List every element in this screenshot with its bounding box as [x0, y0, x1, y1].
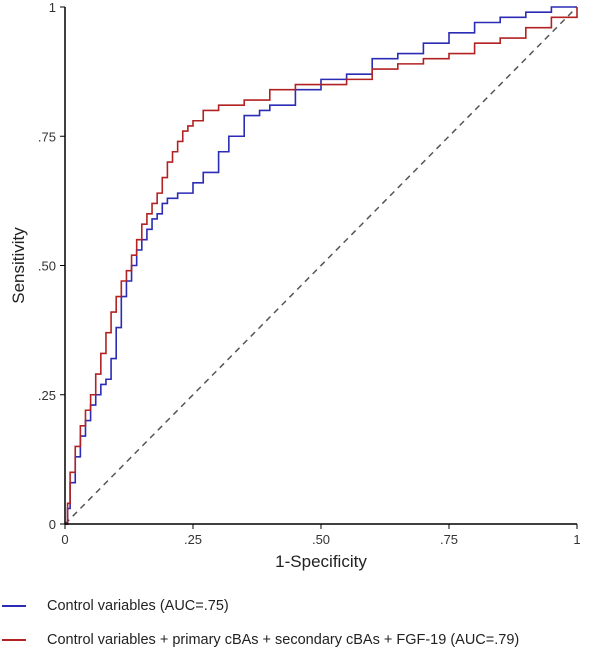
legend-label-full-model: Control variables + primary cBAs + secon… [47, 632, 520, 648]
x-tick-label: .75 [440, 532, 458, 547]
x-tick-label: .25 [184, 532, 202, 547]
series-layer [65, 6, 578, 525]
y-tick-label: .50 [38, 259, 56, 274]
y-axis-title: Sensitivity [9, 227, 28, 304]
series-line-control [65, 6, 577, 525]
x-tick-label: 1 [573, 532, 580, 547]
x-tick-label: .50 [312, 532, 330, 547]
x-axis-title: 1-Specificity [275, 552, 367, 571]
reference-diagonal-layer [64, 6, 578, 525]
x-axis-ticks: 0 .25 .50 .75 1 [61, 524, 581, 547]
legend-label-control: Control variables (AUC=.75) [47, 598, 229, 614]
series-line-full-model [65, 7, 578, 525]
reference-diagonal-line [64, 6, 578, 525]
y-axis-ticks: 0 .25 .50 .75 1 [38, 0, 65, 532]
y-tick-label: .75 [38, 129, 56, 144]
y-tick-label: .25 [38, 388, 56, 403]
y-tick-label: 1 [49, 0, 56, 15]
legend-swatch-control [2, 605, 26, 607]
legend-swatch-full-model [2, 639, 26, 641]
x-tick-label: 0 [61, 532, 68, 547]
y-tick-label: 0 [49, 517, 56, 532]
